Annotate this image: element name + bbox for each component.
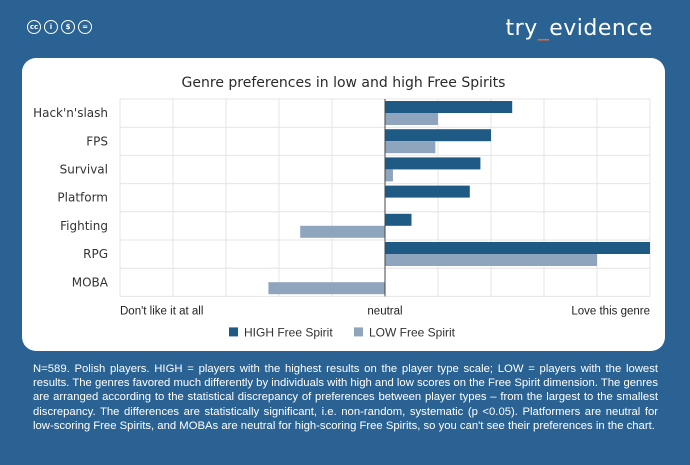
bar-chart: Hack'n'slash FPS Survival Platform Fighting R… (33, 98, 651, 339)
brand-logo: try_evidence (505, 16, 653, 41)
x-tick-label: Love this genre (571, 305, 650, 317)
bar-low (385, 169, 393, 182)
bar-low (385, 141, 436, 154)
category-label: Hack'n'slash (33, 106, 108, 120)
category-label: Survival (60, 163, 108, 177)
bar-high (385, 129, 491, 142)
license-cc-icon: cc (27, 20, 41, 34)
license-icons: cc i $ = (27, 20, 92, 34)
bar-high (385, 185, 470, 198)
category-label: Platform (57, 191, 108, 205)
bar-high (385, 101, 513, 113)
legend-swatch (354, 327, 363, 337)
license-nd-icon: = (78, 20, 92, 34)
category-label: FPS (86, 134, 108, 148)
chart-card: Genre preferences in low and high Free S… (22, 58, 665, 351)
bar-low (300, 225, 385, 238)
x-tick-label: Don't like it at all (120, 305, 203, 317)
bar-high (385, 242, 650, 254)
category-label: Fighting (60, 219, 108, 233)
legend-label: HIGH Free Spirit (244, 325, 333, 339)
bar-low (268, 282, 385, 295)
legend-swatch (229, 327, 238, 337)
bar-low (385, 113, 438, 125)
bar-low (385, 254, 597, 266)
license-nc-icon: $ (61, 20, 75, 34)
chart-title: Genre preferences in low and high Free S… (181, 75, 506, 91)
bar-high (385, 157, 481, 170)
category-label: RPG (83, 247, 108, 261)
x-tick-label: neutral (367, 305, 402, 317)
license-by-icon: i (44, 20, 58, 34)
legend-label: LOW Free Spirit (369, 325, 456, 339)
bar-high (385, 213, 412, 226)
caption: N=589. Polish players. HIGH = players wi… (33, 363, 658, 432)
category-label: MOBA (72, 275, 109, 289)
